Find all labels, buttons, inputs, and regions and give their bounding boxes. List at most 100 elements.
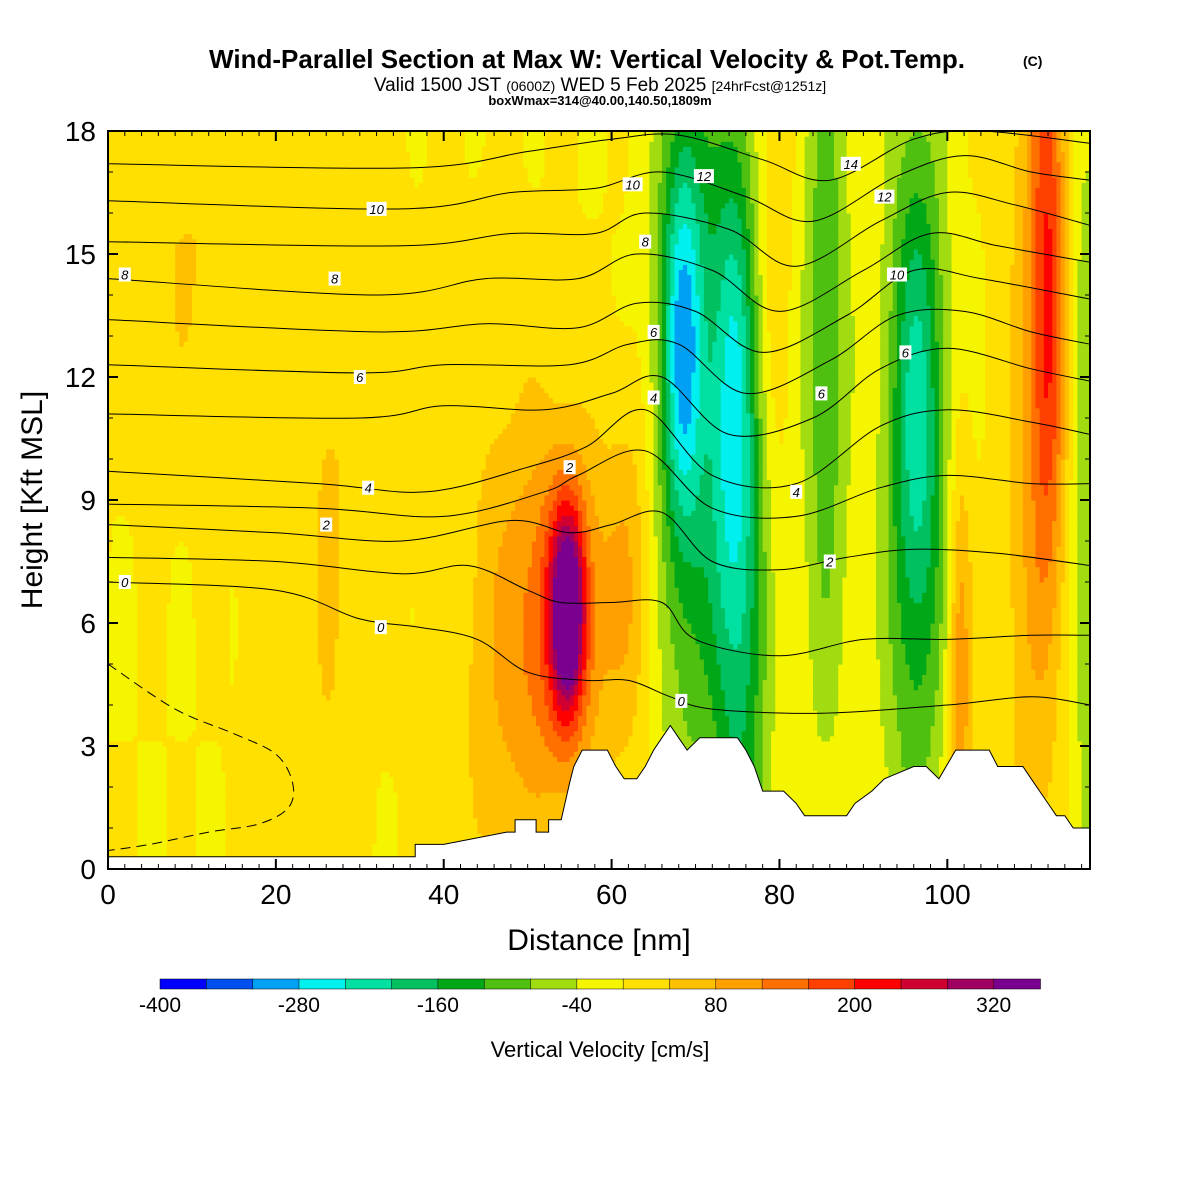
velocity-cell (179, 822, 185, 829)
velocity-cell (506, 828, 512, 834)
velocity-cell (116, 828, 122, 834)
velocity-cell (372, 833, 378, 839)
velocity-cell (296, 848, 302, 855)
velocity-cell (884, 761, 890, 768)
velocity-cell (510, 787, 516, 793)
velocity-cell (506, 797, 512, 803)
velocity-cell (217, 797, 222, 803)
velocity-cell (347, 812, 353, 819)
velocity-cell (124, 776, 130, 783)
velocity-cell (145, 776, 151, 783)
velocity-cell (468, 833, 474, 839)
velocity-cell (498, 812, 504, 819)
velocity-cell (128, 766, 134, 773)
velocity-cell (854, 781, 860, 788)
velocity-cell (875, 766, 881, 773)
velocity-cell (242, 843, 248, 850)
velocity-cell (389, 766, 394, 773)
velocity-cell (166, 776, 172, 783)
velocity-cell (267, 843, 273, 850)
velocity-cell (292, 822, 298, 829)
velocity-cell (380, 822, 386, 829)
velocity-cell (1056, 802, 1062, 809)
velocity-cell (502, 822, 508, 829)
velocity-cell (1064, 776, 1070, 783)
velocity-cell (183, 833, 189, 839)
velocity-cell (372, 792, 378, 798)
velocity-cell (766, 781, 772, 788)
velocity-cell (418, 756, 424, 762)
velocity-cell (334, 756, 340, 762)
velocity-cell (808, 792, 814, 798)
velocity-cell (254, 838, 260, 844)
velocity-cell (808, 807, 814, 814)
velocity-cell (141, 828, 147, 834)
velocity-cell (854, 771, 860, 778)
velocity-cell (775, 787, 781, 793)
velocity-cell (191, 776, 197, 783)
velocity-cell (515, 761, 520, 768)
velocity-cell (372, 756, 378, 762)
velocity-cell (204, 828, 210, 834)
velocity-cell (875, 771, 881, 778)
velocity-cell (162, 828, 168, 834)
velocity-cell (338, 756, 344, 762)
velocity-cell (405, 792, 411, 798)
velocity-cell (435, 766, 441, 773)
velocity-cell (170, 792, 176, 798)
velocity-cell (355, 787, 361, 793)
velocity-cell (397, 822, 403, 829)
velocity-cell (158, 822, 164, 829)
velocity-cell (854, 797, 860, 803)
velocity-cell (456, 812, 462, 819)
velocity-cell (301, 766, 306, 773)
velocity-cell (351, 807, 357, 814)
velocity-cell (1081, 817, 1087, 824)
velocity-cell (288, 833, 294, 839)
velocity-cell (292, 766, 298, 773)
velocity-cell (343, 756, 348, 762)
velocity-cell (1085, 771, 1090, 778)
velocity-cell (229, 781, 235, 788)
velocity-cell (359, 787, 365, 793)
velocity-cell (175, 848, 180, 855)
velocity-cell (393, 817, 399, 824)
velocity-cell (246, 761, 252, 768)
velocity-cell (217, 822, 222, 829)
velocity-cell (149, 766, 155, 773)
velocity-cell (238, 812, 243, 819)
velocity-cell (401, 776, 407, 783)
velocity-cell (200, 776, 206, 783)
velocity-cell (175, 817, 180, 824)
velocity-cell (439, 838, 445, 844)
velocity-cell (162, 776, 168, 783)
velocity-cell (162, 797, 168, 803)
velocity-cell (292, 817, 298, 824)
velocity-cell (267, 838, 273, 844)
velocity-cell (221, 807, 227, 814)
velocity-cell (1064, 771, 1070, 778)
velocity-cell (468, 761, 474, 768)
velocity-cell (456, 807, 462, 814)
velocity-cell (154, 822, 159, 829)
velocity-cell (108, 761, 113, 768)
velocity-cell (1043, 771, 1049, 778)
velocity-cell (296, 802, 302, 809)
velocity-cell (263, 781, 269, 788)
velocity-cell (1056, 807, 1062, 814)
velocity-cell (271, 787, 277, 793)
velocity-cell (309, 766, 315, 773)
velocity-cell (238, 781, 243, 788)
velocity-cell (254, 822, 260, 829)
velocity-cell (557, 797, 562, 803)
velocity-cell (322, 807, 327, 814)
velocity-cell (229, 787, 235, 793)
velocity-cell (758, 761, 764, 768)
velocity-cell (217, 781, 222, 788)
velocity-cell (422, 817, 428, 824)
velocity-cell (460, 776, 466, 783)
velocity-cell (288, 817, 294, 824)
velocity-cell (221, 781, 227, 788)
velocity-cell (334, 787, 340, 793)
velocity-cell (468, 787, 474, 793)
